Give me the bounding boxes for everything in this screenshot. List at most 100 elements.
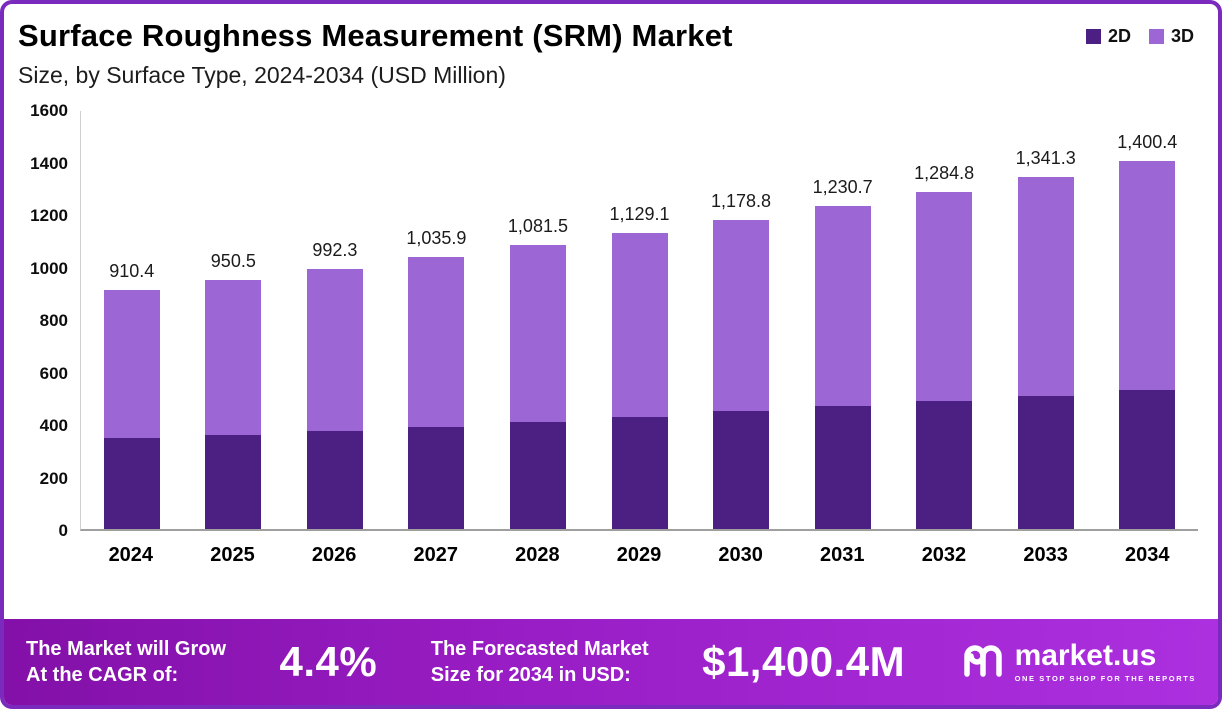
forecast-label-line1: The Forecasted Market bbox=[430, 638, 649, 660]
forecast-label: The Forecasted Market Size for 2034 in U… bbox=[431, 636, 649, 688]
x-axis-label: 2027 bbox=[413, 544, 458, 566]
y-axis-tick-label: 400 bbox=[39, 416, 68, 435]
bar-value-label: 1,035.9 bbox=[406, 228, 467, 249]
cagr-label-line2: At the CAGR of: bbox=[26, 664, 179, 686]
market-us-logo[interactable]: market.us ONE STOP SHOP FOR THE REPORTS bbox=[959, 641, 1196, 684]
y-axis-tick-label: 800 bbox=[39, 311, 68, 330]
cagr-label-line1: The Market will Grow bbox=[26, 638, 227, 660]
bar-group: 1,178.8 bbox=[690, 111, 792, 529]
stacked-bar[interactable] bbox=[509, 245, 566, 529]
stacked-bar[interactable] bbox=[916, 191, 973, 529]
x-axis-label: 2030 bbox=[718, 544, 763, 566]
market-us-logo-tagline: ONE STOP SHOP FOR THE REPORTS bbox=[1014, 674, 1196, 683]
cagr-value: 4.4% bbox=[279, 638, 378, 685]
bar-segment-2d[interactable] bbox=[713, 411, 770, 529]
chart-subtitle: Size, by Surface Type, 2024-2034 (USD Mi… bbox=[18, 62, 506, 88]
legend-item-2d[interactable]: 2D bbox=[1085, 26, 1131, 47]
y-axis-tick-label: 1600 bbox=[30, 101, 68, 120]
bar-segment-2d[interactable] bbox=[916, 401, 973, 529]
legend-item-3d[interactable]: 3D bbox=[1148, 26, 1194, 47]
bar-group: 910.4 bbox=[81, 111, 183, 529]
bar-group: 1,081.5 bbox=[487, 111, 589, 529]
bar-group: 950.5 bbox=[183, 111, 285, 529]
x-axis-label: 2031 bbox=[820, 544, 865, 566]
bar-value-label: 992.3 bbox=[312, 239, 358, 260]
bar-value-label: 1,400.4 bbox=[1117, 132, 1178, 153]
bar-segment-3d[interactable] bbox=[916, 191, 973, 402]
bar-segment-3d[interactable] bbox=[509, 245, 566, 423]
bar-segment-2d[interactable] bbox=[1017, 395, 1074, 529]
bar-segment-2d[interactable] bbox=[408, 426, 465, 529]
stacked-bar[interactable] bbox=[1017, 176, 1074, 529]
market-us-logo-text: market.us bbox=[1014, 639, 1157, 672]
bar-segment-3d[interactable] bbox=[713, 219, 770, 412]
bar-segment-3d[interactable] bbox=[306, 268, 363, 432]
bar-segment-2d[interactable] bbox=[103, 438, 160, 529]
x-axis-label: 2034 bbox=[1124, 544, 1170, 566]
bar-group: 1,129.1 bbox=[589, 111, 691, 529]
bar-segment-3d[interactable] bbox=[1119, 161, 1176, 391]
chart-section: Surface Roughness Measurement (SRM) Mark… bbox=[4, 4, 1218, 619]
x-axis-label: 2033 bbox=[1023, 544, 1068, 566]
x-axis-label: 2025 bbox=[210, 544, 255, 566]
bar-value-label: 1,284.8 bbox=[914, 162, 975, 183]
bar-value-label: 1,341.3 bbox=[1015, 147, 1076, 168]
bar-value-label: 910.4 bbox=[109, 261, 155, 282]
stacked-bar[interactable] bbox=[306, 268, 363, 529]
x-axis-label: 2024 bbox=[108, 544, 154, 566]
y-axis-tick-label: 1200 bbox=[30, 206, 68, 225]
stacked-bar[interactable] bbox=[205, 279, 262, 529]
bar-segment-2d[interactable] bbox=[306, 431, 363, 529]
y-axis-tick-label: 200 bbox=[39, 468, 68, 488]
cagr-label: The Market will Grow At the CAGR of: bbox=[26, 636, 226, 688]
legend-swatch-icon bbox=[1148, 29, 1164, 44]
bar-group: 1,341.3 bbox=[995, 111, 1097, 529]
y-axis-tick-label: 0 bbox=[58, 521, 68, 540]
chart-title: Surface Roughness Measurement (SRM) Mark… bbox=[18, 18, 733, 53]
bar-segment-2d[interactable] bbox=[509, 422, 566, 529]
legend-label: 2D bbox=[1107, 26, 1131, 46]
plot-column: 910.4 950.5 992.3 1,035.9 1,081.5 1,129.1 1,17… bbox=[80, 111, 1198, 575]
y-axis: 0 200 400 600 800 1000 1200 1400 1600 bbox=[18, 101, 80, 540]
bar-segment-2d[interactable] bbox=[1119, 390, 1176, 529]
y-axis-tick-label: 600 bbox=[39, 363, 68, 383]
bar-segment-3d[interactable] bbox=[103, 290, 160, 439]
x-axis-label: 2028 bbox=[515, 544, 560, 566]
x-axis-labels: 2024 2025 2026 2027 2028 2029 2030 2031 2032 2033… bbox=[80, 531, 1198, 575]
bar-segment-3d[interactable] bbox=[408, 257, 465, 427]
bar-segment-2d[interactable] bbox=[611, 416, 668, 529]
stacked-bar[interactable] bbox=[713, 219, 770, 529]
bar-segment-2d[interactable] bbox=[814, 406, 871, 529]
market-us-logo-textblock: market.us ONE STOP SHOP FOR THE REPORTS bbox=[1014, 639, 1196, 684]
bar-segment-3d[interactable] bbox=[814, 205, 871, 407]
legend-label: 3D bbox=[1170, 26, 1194, 46]
x-axis-label: 2029 bbox=[616, 544, 662, 566]
stacked-bar[interactable] bbox=[814, 205, 871, 529]
bar-value-label: 1,081.5 bbox=[507, 216, 568, 237]
bar-segment-2d[interactable] bbox=[205, 435, 262, 529]
stacked-bar[interactable] bbox=[611, 232, 668, 529]
bar-value-label: 950.5 bbox=[210, 250, 256, 271]
bar-group: 992.3 bbox=[284, 111, 386, 529]
bar-group: 1,400.4 bbox=[1096, 111, 1198, 529]
plot-area: 910.4 950.5 992.3 1,035.9 1,081.5 1,129.1 1,17… bbox=[80, 111, 1198, 531]
bar-segment-3d[interactable] bbox=[611, 232, 668, 417]
bar-value-label: 1,129.1 bbox=[609, 203, 670, 224]
legend-swatch-icon bbox=[1085, 29, 1101, 44]
stacked-bar[interactable] bbox=[408, 257, 465, 529]
footer-banner: The Market will Grow At the CAGR of: 4.4… bbox=[4, 619, 1218, 705]
stacked-bar[interactable] bbox=[1119, 161, 1176, 529]
bar-value-label: 1,230.7 bbox=[812, 176, 873, 197]
bar-group: 1,284.8 bbox=[893, 111, 995, 529]
x-axis-label: 2032 bbox=[921, 544, 967, 566]
bar-segment-3d[interactable] bbox=[1017, 176, 1074, 396]
market-us-logo-icon bbox=[959, 641, 1005, 684]
legend: 2D 3D bbox=[1085, 26, 1198, 47]
stacked-bar[interactable] bbox=[103, 290, 160, 529]
bar-segment-3d[interactable] bbox=[205, 279, 262, 436]
forecast-label-line2: Size for 2034 in USD: bbox=[430, 664, 631, 686]
bar-group: 1,230.7 bbox=[792, 111, 894, 529]
chart-area: 0 200 400 600 800 1000 1200 1400 1600 910.4 950.5… bbox=[18, 101, 1198, 575]
y-axis-tick-label: 1000 bbox=[30, 258, 68, 278]
